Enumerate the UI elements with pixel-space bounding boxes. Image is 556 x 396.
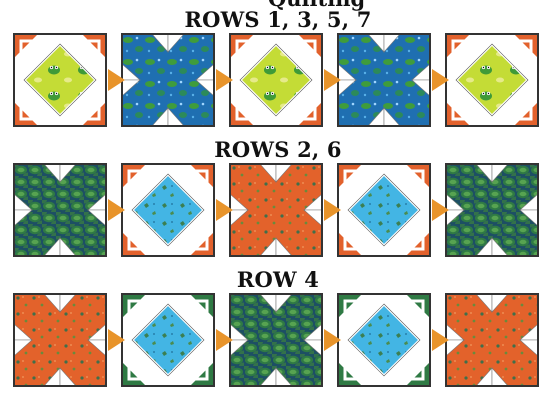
cross-block-dotted-orange bbox=[14, 294, 106, 386]
next-arrow-icon bbox=[216, 329, 233, 351]
cross-block-dotted-orange bbox=[230, 164, 322, 256]
cropped-heading: Quilting bbox=[268, 0, 388, 11]
next-arrow-icon bbox=[324, 69, 341, 91]
cross-block-lilypad-green bbox=[230, 294, 322, 386]
square-in-square-block-frog-lime bbox=[230, 34, 322, 126]
square-in-square-block-sky-blue bbox=[122, 294, 214, 386]
white-triangles bbox=[446, 164, 538, 256]
next-arrow-icon bbox=[432, 329, 449, 351]
white-triangles bbox=[230, 164, 322, 256]
white-triangles bbox=[338, 34, 430, 126]
white-triangles bbox=[14, 294, 106, 386]
section-title-rows-1-3-5-7: ROWS 1, 3, 5, 7 bbox=[184, 7, 372, 32]
next-arrow-icon bbox=[432, 69, 449, 91]
next-arrow-icon bbox=[324, 329, 341, 351]
next-arrow-icon bbox=[108, 69, 125, 91]
next-arrow-icon bbox=[216, 199, 233, 221]
white-triangles bbox=[230, 294, 322, 386]
cross-block-pond-blue bbox=[122, 34, 214, 126]
cross-block-pond-blue bbox=[338, 34, 430, 126]
next-arrow-icon bbox=[324, 199, 341, 221]
square-in-square-block-frog-lime bbox=[14, 34, 106, 126]
white-triangles bbox=[122, 34, 214, 126]
cross-block-lilypad-green bbox=[14, 164, 106, 256]
next-arrow-icon bbox=[108, 329, 125, 351]
square-in-square-block-frog-lime bbox=[446, 34, 538, 126]
section-title-rows-2-6: ROWS 2, 6 bbox=[214, 137, 342, 162]
white-triangles bbox=[14, 164, 106, 256]
section-title-row-4: ROW 4 bbox=[236, 267, 320, 292]
square-in-square-block-sky-blue bbox=[122, 164, 214, 256]
white-triangles bbox=[446, 294, 538, 386]
square-in-square-block-sky-blue bbox=[338, 164, 430, 256]
next-arrow-icon bbox=[108, 199, 125, 221]
cross-block-dotted-orange bbox=[446, 294, 538, 386]
cross-block-lilypad-green bbox=[446, 164, 538, 256]
next-arrow-icon bbox=[216, 69, 233, 91]
square-in-square-block-sky-blue bbox=[338, 294, 430, 386]
next-arrow-icon bbox=[432, 199, 449, 221]
